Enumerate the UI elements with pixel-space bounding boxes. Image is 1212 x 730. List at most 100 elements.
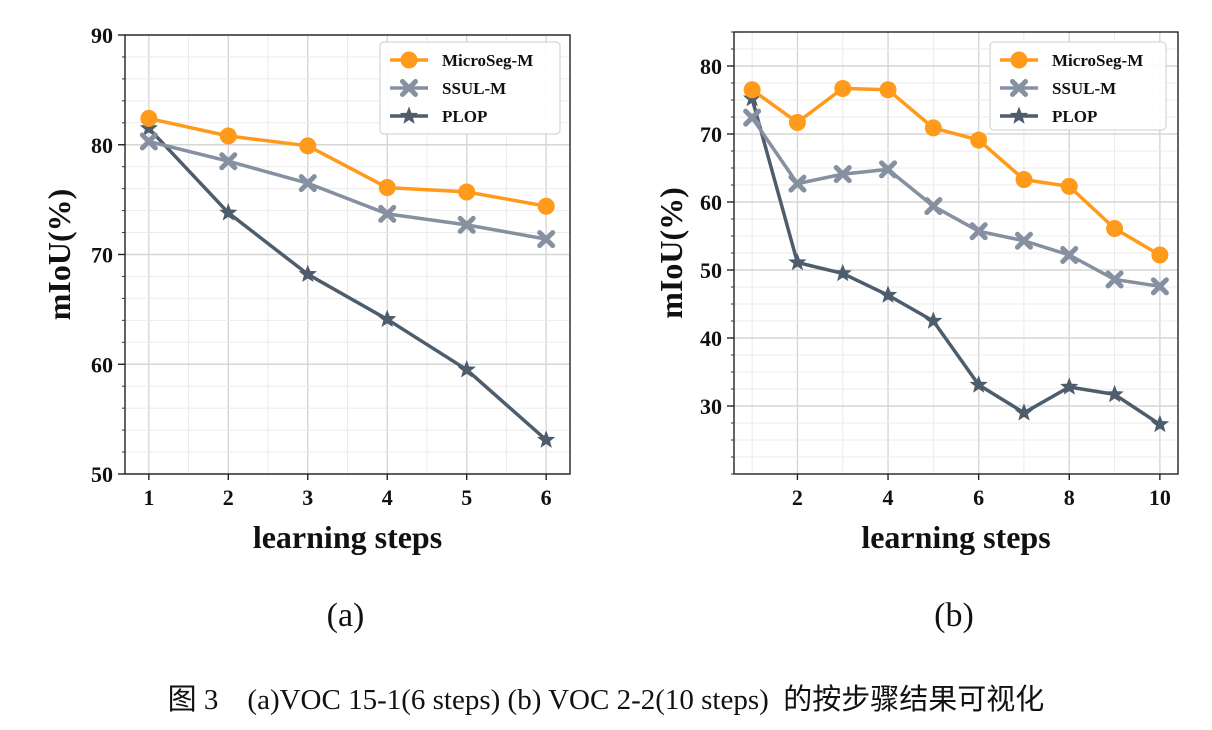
subfigure-label: (b) bbox=[934, 597, 974, 634]
figure-caption: 图 3 (a)VOC 15-1(6 steps) (b) VOC 2-2(10 … bbox=[167, 684, 1045, 716]
y-axis-label: mIoU(%) bbox=[41, 189, 77, 321]
series-plop bbox=[139, 118, 556, 448]
legend-entry: PLOP bbox=[390, 106, 487, 126]
legend-marker bbox=[1010, 79, 1028, 97]
data-point bbox=[833, 165, 852, 184]
legend: MicroSeg-M SSUL-M PLOP bbox=[989, 41, 1167, 131]
data-point bbox=[378, 309, 397, 328]
data-point bbox=[924, 311, 943, 329]
x-axis-label: learning steps bbox=[253, 519, 442, 555]
data-point bbox=[537, 230, 556, 249]
data-point bbox=[537, 430, 556, 448]
legend-marker bbox=[400, 79, 418, 97]
data-point bbox=[1060, 177, 1078, 195]
data-point bbox=[139, 118, 158, 137]
y-tick-label: 50 bbox=[91, 462, 113, 487]
data-point bbox=[1014, 403, 1034, 421]
data-point bbox=[743, 108, 762, 127]
legend-entry: PLOP bbox=[1000, 106, 1097, 126]
data-point bbox=[879, 160, 898, 179]
x-tick-label: 10 bbox=[1149, 485, 1171, 510]
legend-marker bbox=[399, 106, 419, 124]
legend-label: SSUL-M bbox=[1052, 79, 1116, 98]
data-point bbox=[743, 81, 761, 99]
y-tick-label: 30 bbox=[700, 394, 722, 419]
data-point bbox=[969, 222, 988, 241]
data-point bbox=[879, 81, 897, 99]
data-point bbox=[924, 119, 942, 137]
data-point bbox=[1015, 171, 1033, 189]
series-line bbox=[148, 116, 547, 208]
x-tick-label: 8 bbox=[1064, 485, 1075, 510]
y-tick-label: 90 bbox=[91, 23, 113, 48]
x-tick-label: 6 bbox=[541, 485, 552, 510]
data-point bbox=[1106, 220, 1124, 238]
x-tick-label: 4 bbox=[883, 485, 894, 510]
series-line bbox=[147, 127, 548, 442]
data-point bbox=[140, 109, 158, 127]
data-point bbox=[1150, 414, 1170, 433]
legend-marker bbox=[1009, 106, 1029, 124]
data-point bbox=[833, 263, 852, 282]
data-point bbox=[457, 215, 476, 234]
data-point bbox=[970, 131, 988, 149]
legend-marker bbox=[400, 51, 418, 69]
legend-label: MicroSeg-M bbox=[442, 51, 533, 70]
data-point bbox=[1014, 231, 1033, 250]
legend-label: SSUL-M bbox=[442, 79, 506, 98]
chart-a: 1 2 3 4 5 6 50 60 70 80 90 learning steps mIoU(%) Mic… bbox=[41, 23, 571, 634]
x-tick-label: 2 bbox=[792, 485, 803, 510]
y-tick-label: 80 bbox=[700, 54, 722, 79]
data-point bbox=[788, 252, 807, 271]
series-ssul-m bbox=[139, 132, 556, 249]
data-point bbox=[219, 127, 237, 145]
legend-entry: SSUL-M bbox=[1000, 79, 1116, 98]
series-line bbox=[751, 86, 1161, 257]
legend-box bbox=[989, 41, 1167, 131]
x-tick-label: 4 bbox=[382, 485, 393, 510]
data-point bbox=[219, 203, 238, 221]
y-tick-label: 60 bbox=[700, 190, 722, 215]
series-line bbox=[750, 116, 1161, 289]
data-point bbox=[139, 132, 158, 151]
data-point bbox=[788, 113, 806, 131]
y-tick-label: 40 bbox=[700, 326, 722, 351]
data-point bbox=[1105, 270, 1124, 289]
x-tick-label: 5 bbox=[461, 485, 472, 510]
x-tick-label: 1 bbox=[143, 485, 154, 510]
subfigure-label: (a) bbox=[327, 597, 365, 634]
data-point bbox=[924, 197, 943, 216]
series-microseg-m bbox=[743, 79, 1169, 264]
y-tick-label: 50 bbox=[700, 258, 722, 283]
data-point bbox=[458, 183, 476, 201]
data-point bbox=[298, 174, 317, 193]
data-point bbox=[1105, 384, 1124, 403]
data-point bbox=[219, 152, 238, 171]
legend-marker bbox=[1010, 51, 1028, 69]
series-microseg-m bbox=[140, 109, 555, 215]
data-point bbox=[1151, 246, 1169, 264]
data-point bbox=[378, 179, 396, 197]
y-tick-label: 80 bbox=[91, 133, 113, 158]
data-point bbox=[299, 137, 317, 155]
legend-label: MicroSeg-M bbox=[1052, 51, 1143, 70]
data-point bbox=[378, 204, 397, 223]
y-tick-label: 70 bbox=[91, 243, 113, 268]
data-point bbox=[969, 375, 988, 393]
x-tick-label: 2 bbox=[223, 485, 234, 510]
data-point bbox=[878, 285, 898, 303]
x-axis-label: learning steps bbox=[861, 519, 1050, 555]
data-point bbox=[298, 264, 317, 283]
legend-entry: SSUL-M bbox=[390, 79, 506, 98]
y-tick-label: 60 bbox=[91, 352, 113, 377]
series-ssul-m bbox=[743, 108, 1169, 296]
data-point bbox=[834, 79, 852, 97]
legend-label: PLOP bbox=[442, 107, 487, 126]
series-line bbox=[148, 139, 547, 241]
data-point bbox=[1060, 377, 1079, 395]
x-tick-label: 3 bbox=[302, 485, 313, 510]
data-point bbox=[788, 174, 807, 193]
x-tick-label: 6 bbox=[973, 485, 984, 510]
legend-label: PLOP bbox=[1052, 107, 1097, 126]
